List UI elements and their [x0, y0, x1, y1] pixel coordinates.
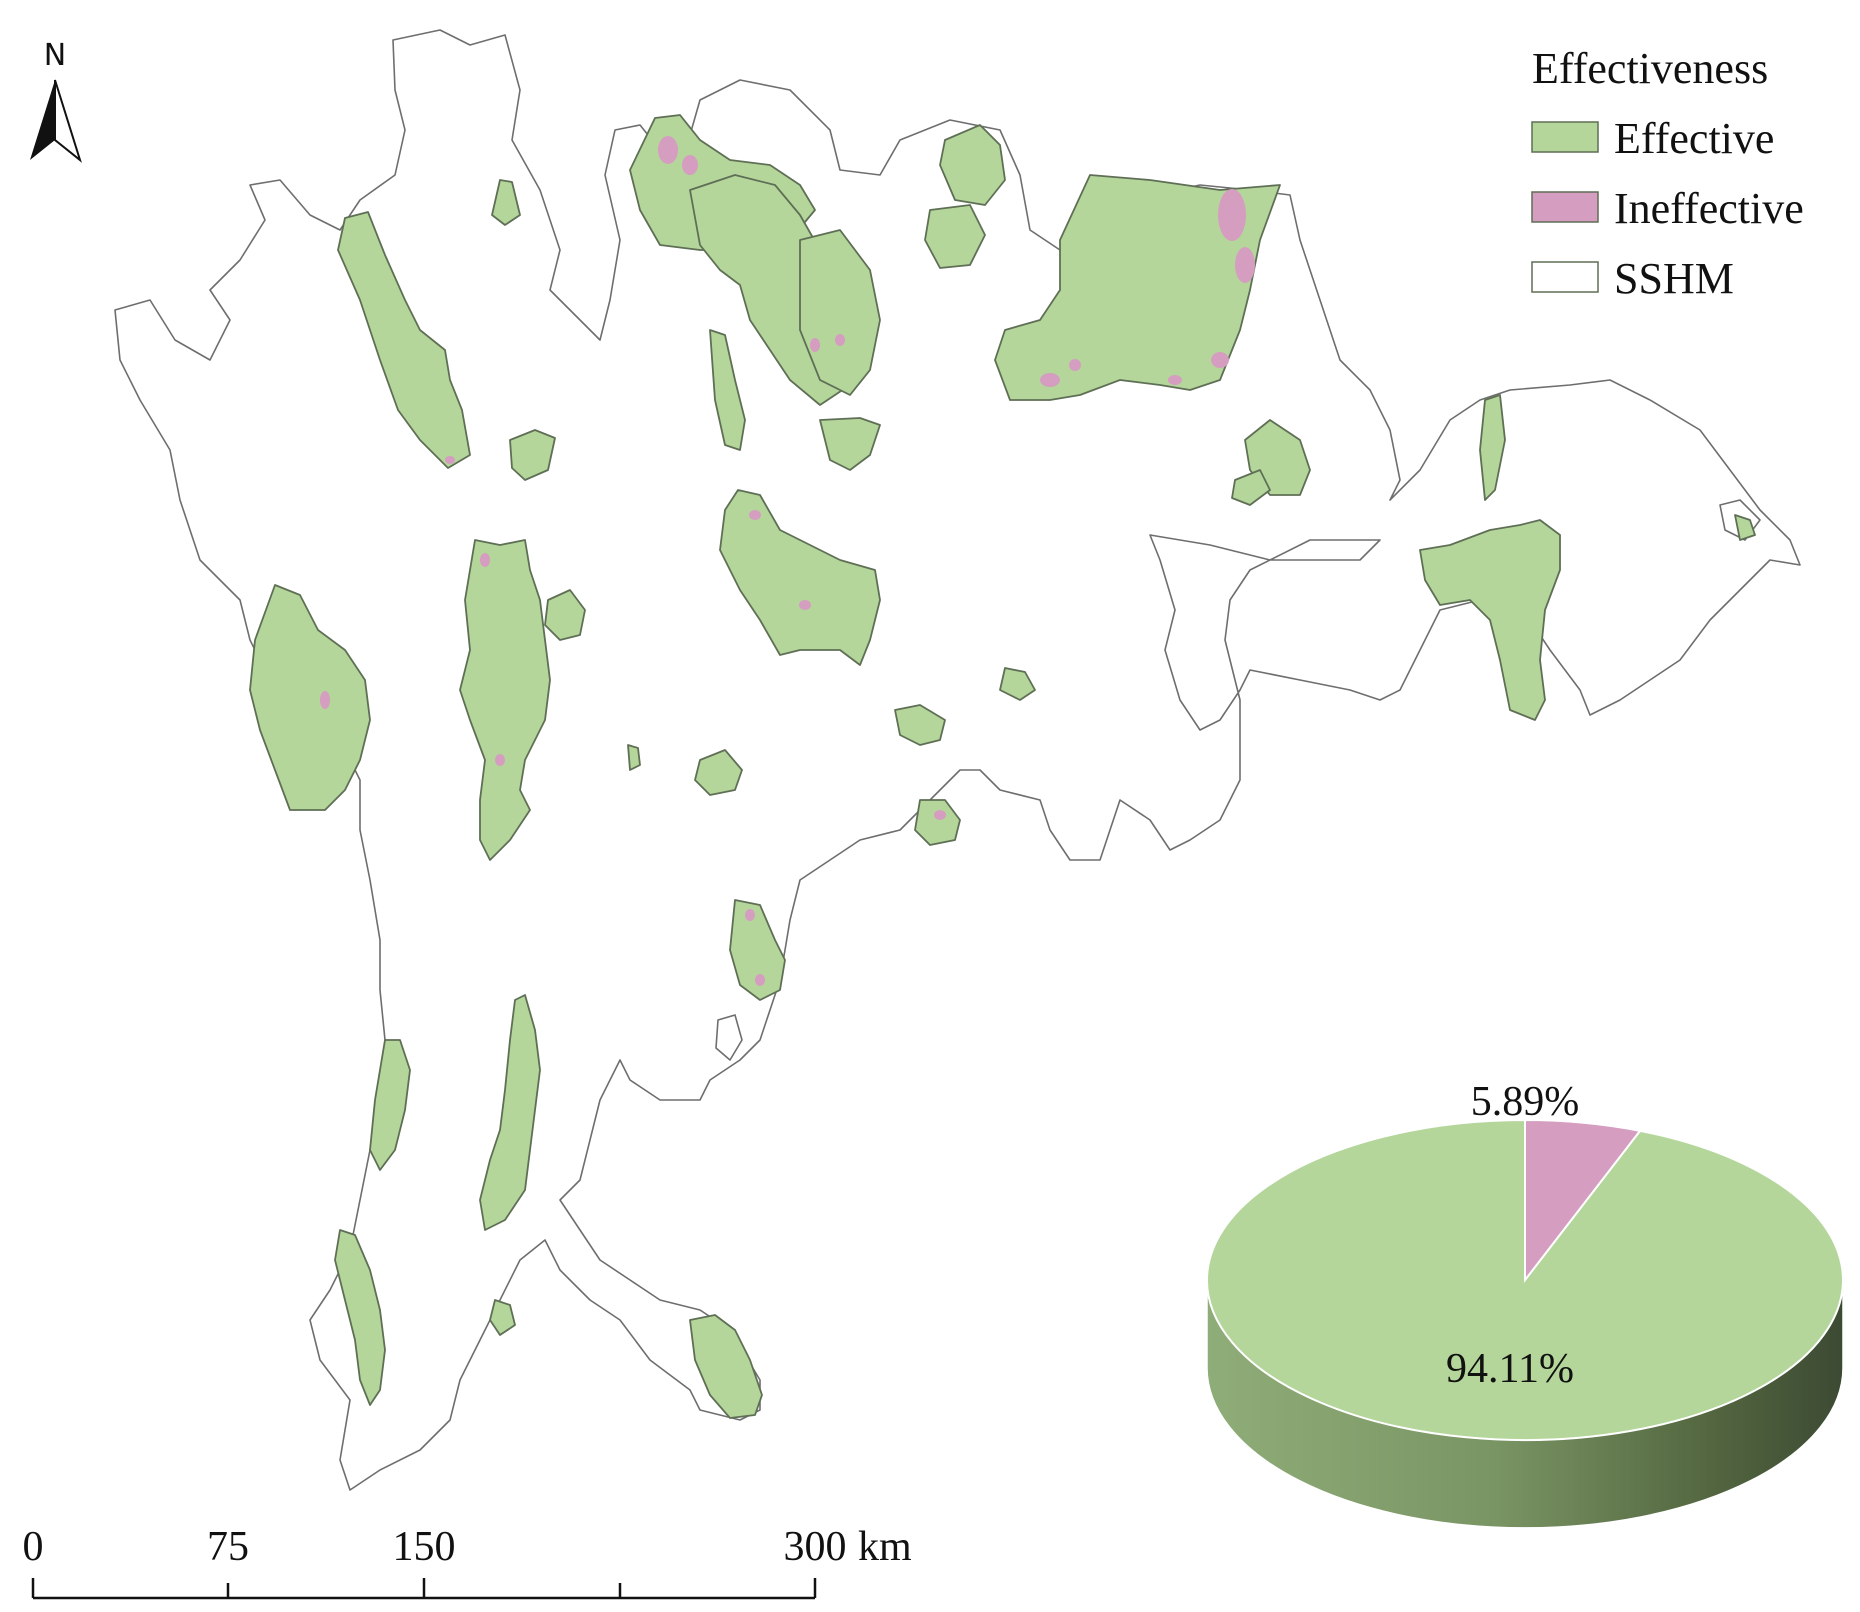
patch: [627, 744, 641, 771]
scale-tick-300: 300: [784, 1524, 847, 1570]
ineffective-spots: [320, 136, 1255, 986]
patch: [799, 229, 881, 396]
patch: [939, 124, 1006, 206]
legend: Effectiveness Effective Ineffective SSHM: [1531, 44, 1804, 303]
scale-tick-75: 75: [207, 1524, 249, 1570]
legend-label-sshm: SSHM: [1614, 254, 1734, 303]
patch: [337, 211, 471, 469]
scale-tick-0: 0: [23, 1524, 44, 1570]
patch: [694, 749, 743, 796]
legend-swatch-effective: [1531, 121, 1599, 153]
patch: [249, 584, 371, 811]
patch: [544, 589, 586, 641]
patch: [819, 417, 881, 471]
pie-slice-ineffective: [1524, 1118, 1642, 1283]
patch: [924, 204, 986, 269]
legend-label-effective: Effective: [1614, 114, 1774, 163]
patch: [479, 994, 541, 1231]
patch: [491, 179, 521, 226]
north-arrow-left-icon: [30, 80, 55, 160]
north-label: N: [44, 38, 66, 73]
patch: [334, 1229, 386, 1406]
patch: [1231, 469, 1271, 506]
patch: [894, 704, 946, 746]
scale-tick-150: 150: [393, 1524, 456, 1570]
patch: [999, 667, 1036, 701]
patch: [729, 899, 786, 1001]
legend-title: Effectiveness: [1532, 44, 1768, 93]
patch: [459, 539, 551, 861]
patch: [1419, 519, 1561, 721]
patch: [369, 1039, 411, 1171]
patch: [689, 1314, 763, 1419]
patch: [1479, 394, 1506, 501]
pie-label-effective: 94.11%: [1446, 1346, 1574, 1392]
north-arrow: N: [30, 38, 82, 163]
legend-swatch-sshm: [1531, 261, 1599, 293]
patch: [489, 1299, 516, 1336]
north-arrow-right-icon: [54, 79, 82, 163]
patch: [719, 489, 881, 666]
patch: [1734, 514, 1756, 541]
patch: [994, 174, 1281, 401]
legend-label-ineffective: Ineffective: [1614, 184, 1804, 233]
patch: [709, 329, 746, 451]
protected-areas: [249, 114, 1756, 1419]
legend-swatch-ineffective: [1531, 191, 1599, 223]
scale-bar: 0 75 150 300 km: [23, 1524, 912, 1600]
patch: [509, 429, 556, 481]
patch: [914, 799, 961, 846]
scale-unit: km: [858, 1524, 912, 1570]
pie-chart: 5.89% 94.11%: [1206, 1079, 1844, 1529]
pie-label-ineffective: 5.89%: [1471, 1079, 1580, 1125]
